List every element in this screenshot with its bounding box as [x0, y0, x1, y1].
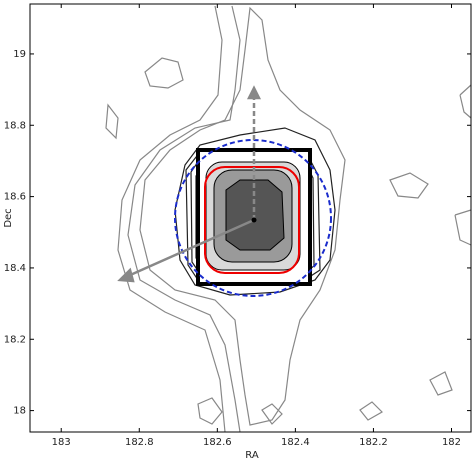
x-axis-label: RA: [245, 450, 259, 461]
center-point: [251, 217, 257, 223]
y-tick-label: 19: [13, 49, 26, 60]
y-axis-label: Dec: [3, 208, 14, 227]
y-tick-label: 18.2: [4, 334, 26, 345]
x-tick-label: 183: [52, 437, 71, 448]
red-aperture: [204, 166, 300, 274]
axes-frame: [29, 3, 472, 433]
outer-contours: [105, 5, 472, 433]
y-tick-label: 18.4: [4, 263, 26, 274]
x-tick-label: 182.6: [203, 437, 232, 448]
blue-circle: [174, 139, 332, 297]
x-tick-label: 182.4: [281, 437, 310, 448]
x-tick-label: 182.2: [359, 437, 388, 448]
x-tick-label: 182: [442, 437, 461, 448]
arrows: [117, 85, 262, 283]
y-tick-label: 18.6: [4, 192, 26, 203]
y-tick-label: 18: [13, 406, 26, 417]
y-tick-label: 18.8: [4, 120, 26, 131]
x-tick-label: 182.8: [125, 437, 154, 448]
